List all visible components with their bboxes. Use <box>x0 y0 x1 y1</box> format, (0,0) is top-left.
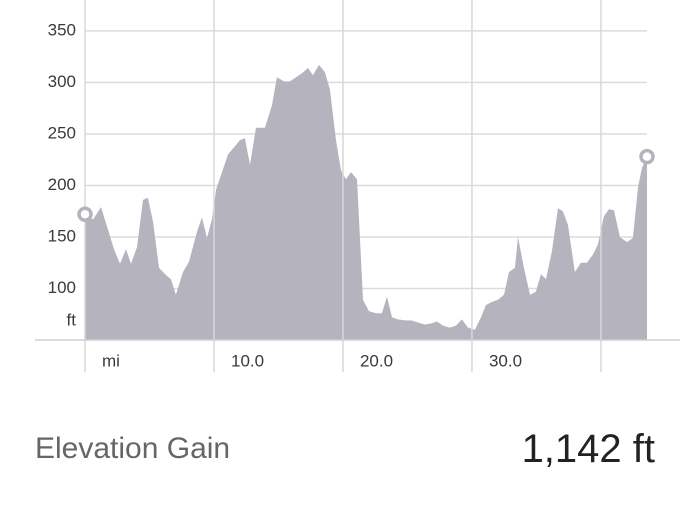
x-tick-label: 30.0 <box>489 351 522 370</box>
y-tick-label: 150 <box>48 226 76 245</box>
stat-value: 1,142 ft <box>521 427 655 471</box>
x-tick-label: mi <box>102 351 120 370</box>
y-unit-label: ft <box>67 310 77 329</box>
endpoint-marker <box>77 206 93 223</box>
chart: 100 150 200 250 300 350 ft mi 10.0 20.0 30.0 <box>35 0 680 372</box>
y-tick-label: 250 <box>48 123 76 142</box>
y-tick-label: 200 <box>48 175 76 194</box>
x-tick-label: 10.0 <box>231 351 264 370</box>
elevation-area <box>85 64 647 341</box>
x-tick-label: 20.0 <box>360 351 393 370</box>
y-tick-label: 300 <box>48 72 76 91</box>
y-tick-label: 100 <box>48 278 76 297</box>
endpoint-marker <box>639 148 655 165</box>
stat-label: Elevation Gain <box>35 432 231 465</box>
y-tick-label: 350 <box>48 20 76 39</box>
